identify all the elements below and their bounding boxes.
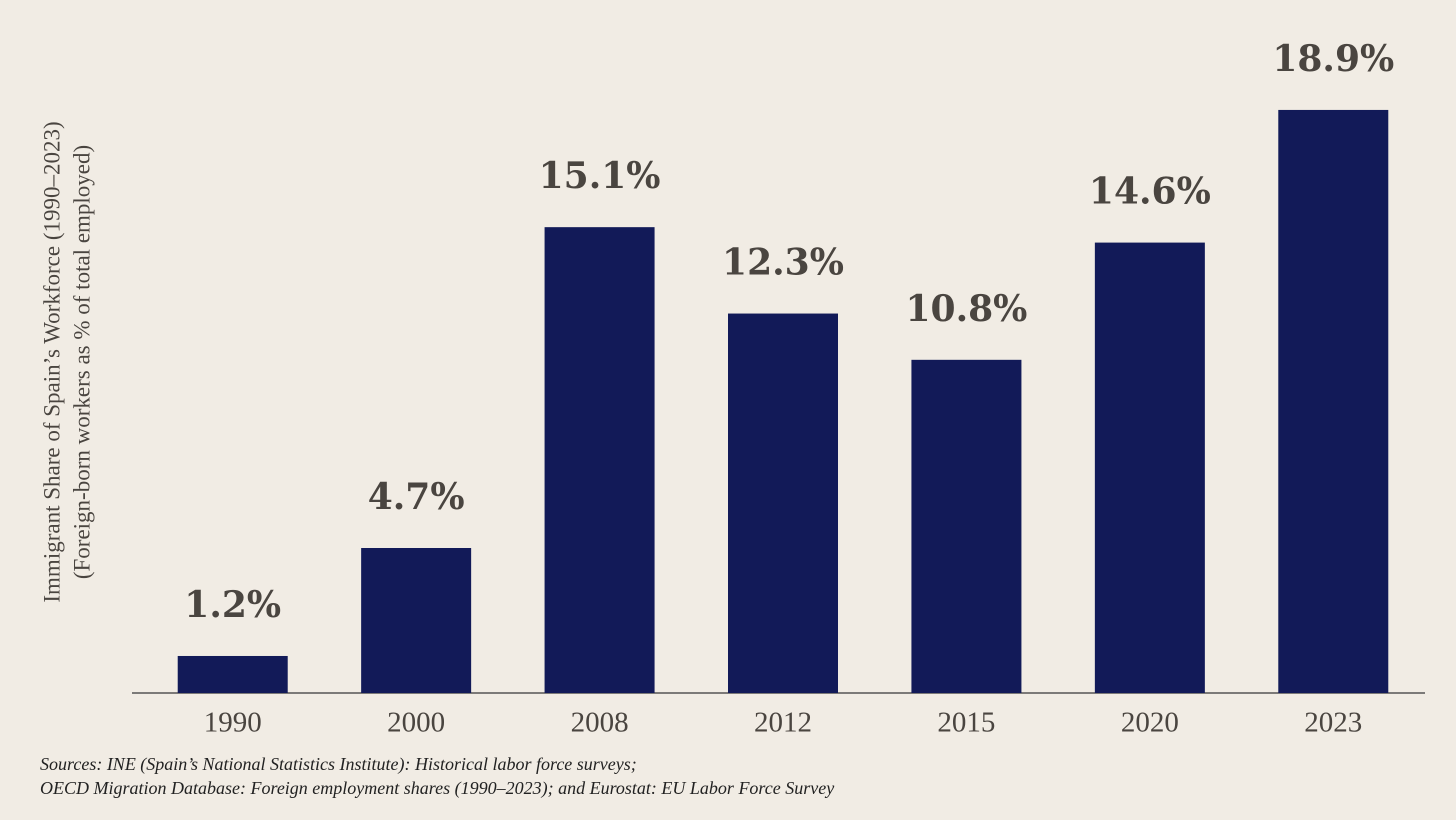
bar bbox=[1278, 109, 1389, 693]
bar bbox=[911, 359, 1022, 693]
value-label: 1.2% bbox=[184, 584, 281, 626]
y-axis-label: Immigrant Share of Spain’s Workforce (19… bbox=[39, 121, 94, 602]
x-tick-label: 2012 bbox=[754, 707, 812, 739]
value-label: 10.8% bbox=[905, 288, 1027, 330]
x-tick-label: 2023 bbox=[1304, 707, 1362, 739]
value-label: 12.3% bbox=[722, 242, 844, 284]
bar bbox=[728, 313, 838, 693]
bar bbox=[361, 548, 472, 693]
x-tick-label: 2000 bbox=[387, 707, 445, 739]
source-note: Sources: INE (Spain’s National Statistic… bbox=[40, 754, 637, 775]
value-label: 15.1% bbox=[539, 155, 661, 197]
bar bbox=[544, 227, 655, 694]
value-label: 14.6% bbox=[1089, 171, 1211, 213]
x-tick-label: 2008 bbox=[571, 707, 629, 739]
x-tick-label: 1990 bbox=[204, 707, 262, 739]
x-tick-label: 2020 bbox=[1121, 707, 1179, 739]
value-label: 18.9% bbox=[1272, 38, 1394, 80]
source-note: OECD Migration Database: Foreign employm… bbox=[40, 778, 834, 799]
x-tick-label: 2015 bbox=[937, 707, 995, 739]
bar bbox=[1094, 242, 1205, 693]
y-axis-label-line: (Foreign-born workers as % of total empl… bbox=[69, 145, 94, 579]
y-axis-label-line: Immigrant Share of Spain’s Workforce (19… bbox=[39, 121, 64, 602]
value-label: 4.7% bbox=[368, 476, 465, 518]
bar bbox=[177, 655, 288, 693]
